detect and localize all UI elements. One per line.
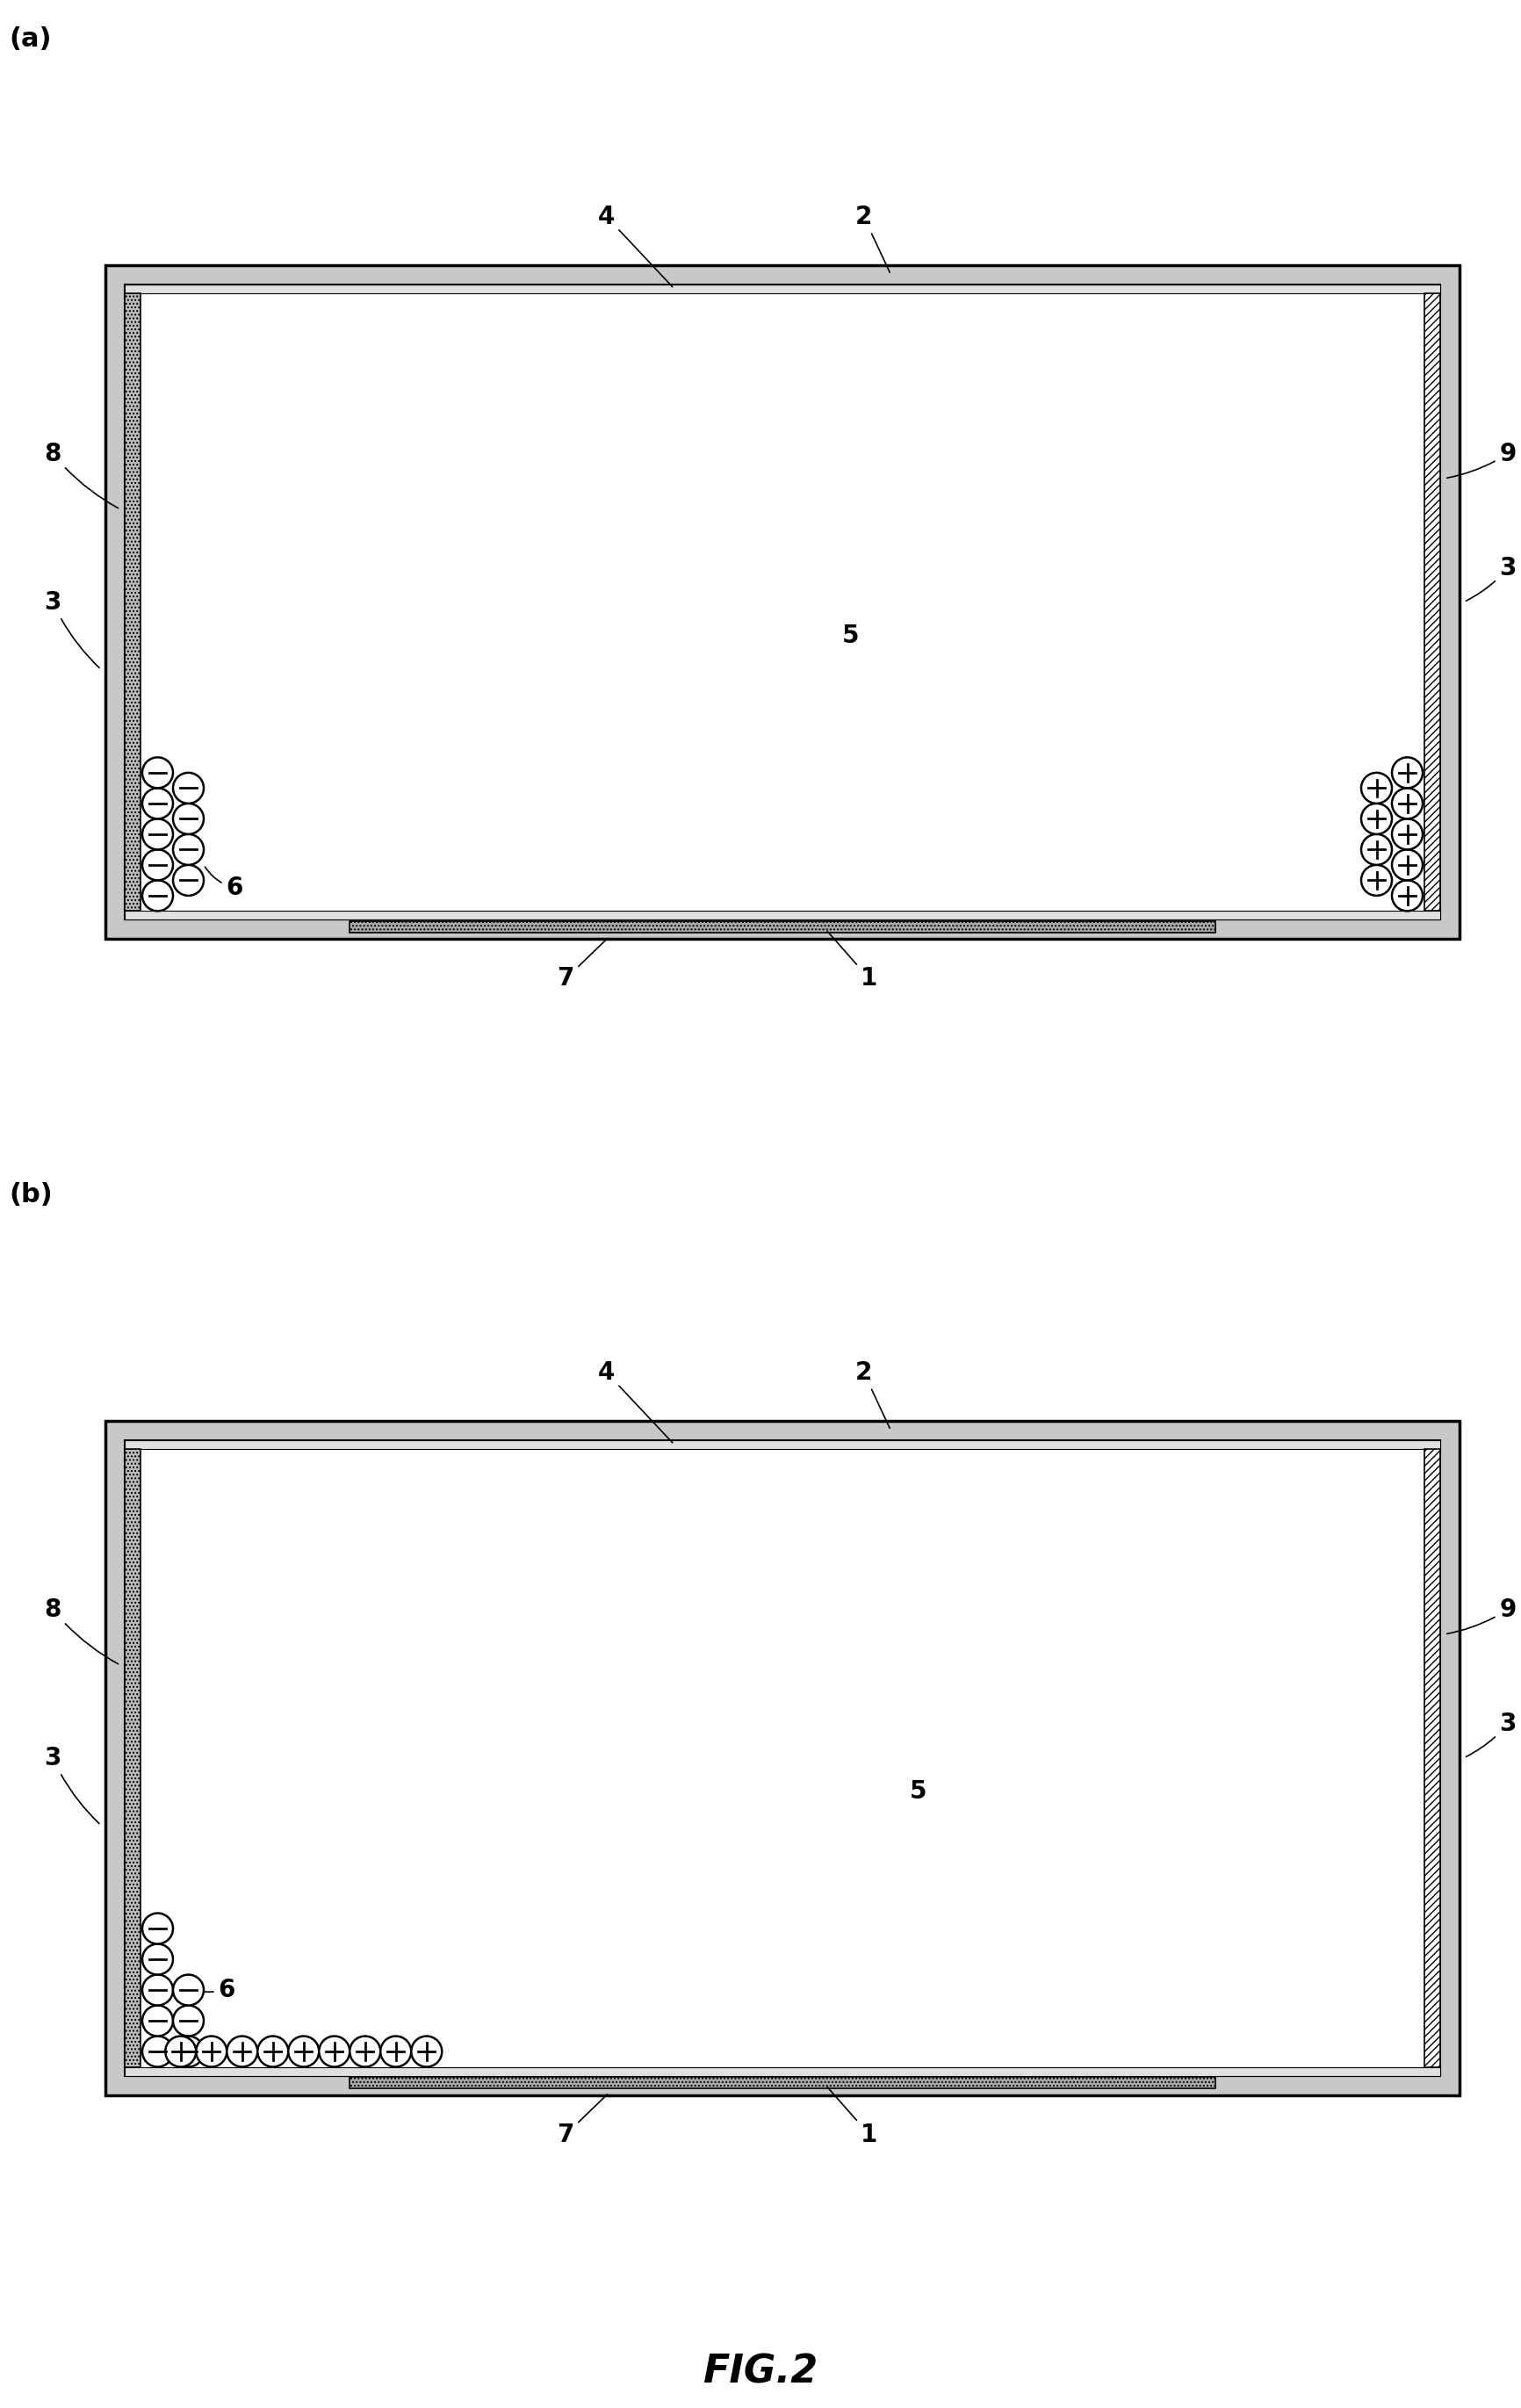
Text: 1: 1 xyxy=(827,932,878,992)
Circle shape xyxy=(1361,833,1392,864)
Circle shape xyxy=(143,1975,173,2006)
Text: FIG.2: FIG.2 xyxy=(703,2353,818,2391)
Bar xyxy=(125,1440,1440,2076)
Bar xyxy=(125,284,1440,294)
Circle shape xyxy=(173,833,204,864)
Text: (b): (b) xyxy=(9,1182,52,1209)
Text: (a): (a) xyxy=(9,26,52,53)
Bar xyxy=(125,1440,1440,1450)
Circle shape xyxy=(411,2037,443,2066)
Circle shape xyxy=(227,2037,257,2066)
Text: 3: 3 xyxy=(1466,1712,1516,1758)
Circle shape xyxy=(289,2037,319,2066)
Circle shape xyxy=(350,2037,380,2066)
Text: 3: 3 xyxy=(1466,556,1516,602)
Bar xyxy=(1424,1450,1440,2066)
Text: 6: 6 xyxy=(205,867,243,901)
Text: 5: 5 xyxy=(841,624,859,648)
Circle shape xyxy=(173,773,204,804)
Bar xyxy=(350,920,1215,932)
Circle shape xyxy=(1361,773,1392,804)
Circle shape xyxy=(143,759,173,787)
Circle shape xyxy=(257,2037,289,2066)
Circle shape xyxy=(143,2037,173,2066)
Text: 6: 6 xyxy=(190,1977,236,2003)
Text: 2: 2 xyxy=(855,1361,890,1428)
Circle shape xyxy=(196,2037,227,2066)
Circle shape xyxy=(173,804,204,833)
Circle shape xyxy=(319,2037,350,2066)
Bar xyxy=(125,284,1440,920)
Circle shape xyxy=(143,819,173,850)
Text: 7: 7 xyxy=(557,939,607,992)
Circle shape xyxy=(1392,787,1422,819)
Circle shape xyxy=(143,2006,173,2037)
Circle shape xyxy=(143,1914,173,1943)
Bar xyxy=(1424,294,1440,910)
Circle shape xyxy=(143,850,173,881)
Bar xyxy=(125,2066,1440,2076)
Circle shape xyxy=(1392,850,1422,881)
Circle shape xyxy=(143,881,173,910)
Circle shape xyxy=(166,2037,196,2066)
Circle shape xyxy=(1361,864,1392,896)
Text: 8: 8 xyxy=(44,1597,119,1664)
Text: 1: 1 xyxy=(827,2088,878,2148)
Bar xyxy=(350,2076,1215,2088)
Bar xyxy=(125,1450,140,2066)
Circle shape xyxy=(380,2037,411,2066)
Bar xyxy=(105,265,1460,939)
Text: 8: 8 xyxy=(44,441,119,508)
Circle shape xyxy=(1361,804,1392,833)
Circle shape xyxy=(143,787,173,819)
Circle shape xyxy=(1392,759,1422,787)
Text: 2: 2 xyxy=(855,205,890,272)
Text: 7: 7 xyxy=(557,2095,607,2148)
Bar xyxy=(125,294,140,910)
Text: 9: 9 xyxy=(1446,1597,1516,1633)
Text: 4: 4 xyxy=(598,1361,672,1442)
Circle shape xyxy=(1392,819,1422,850)
Text: 9: 9 xyxy=(1446,441,1516,477)
Text: 3: 3 xyxy=(44,1746,99,1823)
Circle shape xyxy=(173,2006,204,2037)
Circle shape xyxy=(173,864,204,896)
Bar xyxy=(125,910,1440,920)
Circle shape xyxy=(1392,881,1422,910)
Text: 5: 5 xyxy=(910,1780,926,1804)
Text: 3: 3 xyxy=(44,590,99,667)
Bar xyxy=(105,1421,1460,2095)
Circle shape xyxy=(143,1943,173,1975)
Text: 4: 4 xyxy=(598,205,672,287)
Circle shape xyxy=(173,1975,204,2006)
Circle shape xyxy=(173,2037,204,2066)
